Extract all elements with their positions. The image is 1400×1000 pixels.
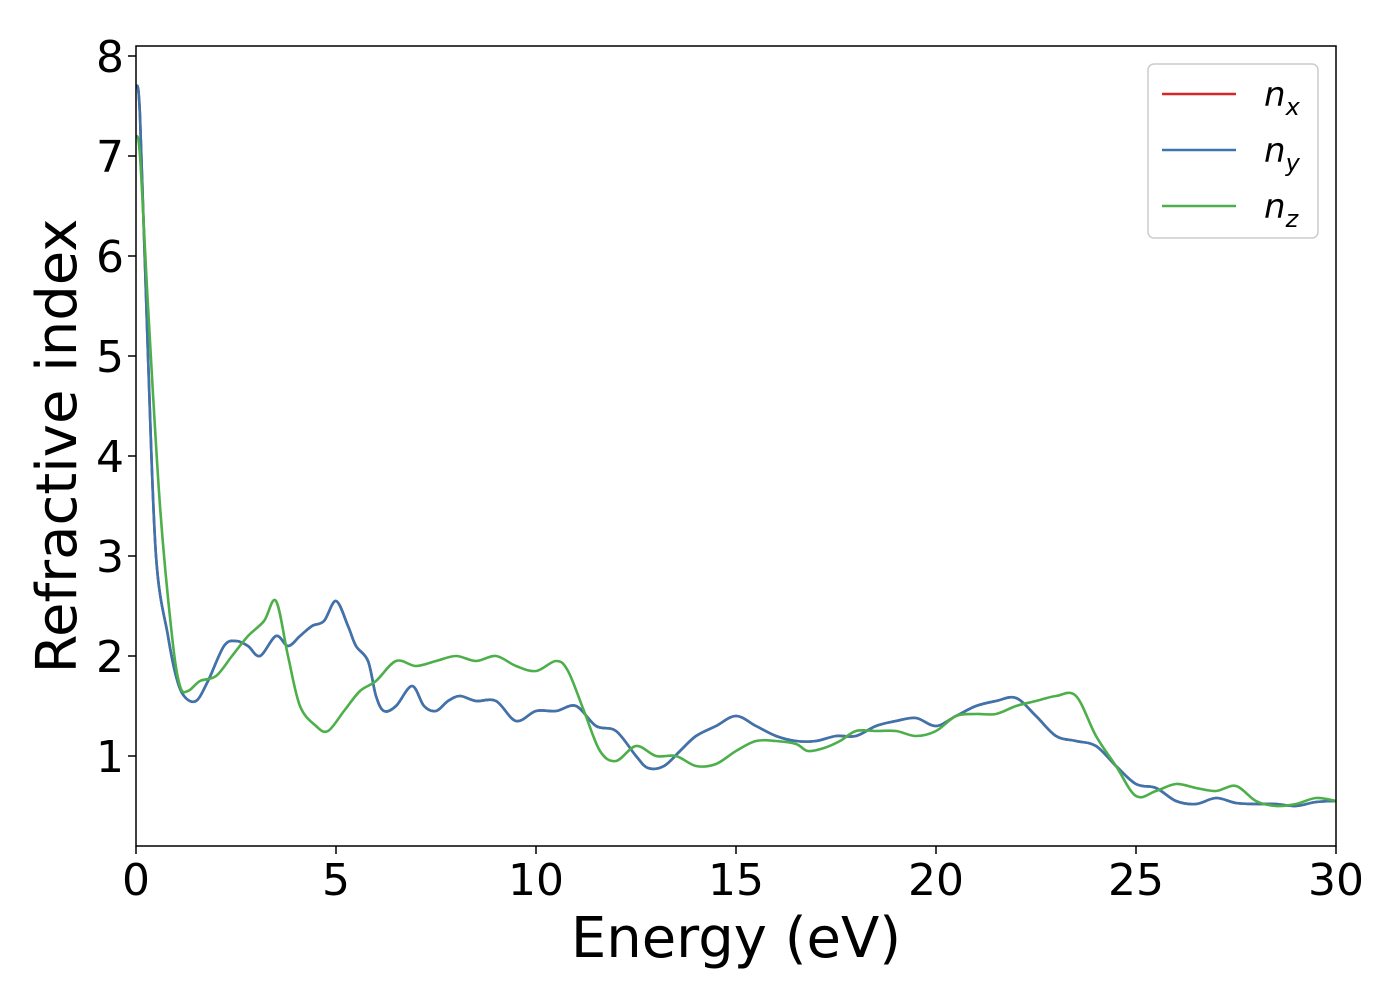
series-line-ny [136, 84, 1336, 808]
x-tick-label: 20 [908, 855, 964, 906]
x-tick-label: 15 [708, 855, 764, 906]
y-tick-label: 8 [96, 32, 124, 83]
legend-label-nz: nz [1264, 187, 1300, 233]
y-tick-label: 4 [96, 432, 124, 483]
y-tick-label: 6 [96, 232, 124, 283]
series-line-nz [136, 134, 1336, 808]
y-tick-label: 5 [96, 332, 124, 383]
legend: nx ny nz [1147, 63, 1319, 239]
y-tick-label: 1 [96, 732, 124, 783]
x-tick-label: 30 [1308, 855, 1364, 906]
x-tick-label: 10 [508, 855, 564, 906]
x-tick-label: 25 [1108, 855, 1164, 906]
y-tick-label: 7 [96, 132, 124, 183]
legend-label-ny: ny [1264, 131, 1301, 177]
y-axis-label: Refractive index [25, 219, 90, 674]
y-tick-label: 2 [96, 632, 124, 683]
x-axis-label: Energy (eV) [571, 906, 901, 971]
legend-label-nx: nx [1264, 75, 1301, 121]
x-tick-label: 5 [322, 855, 350, 906]
x-axis-ticks: 0 5 10 15 20 25 30 [122, 846, 1364, 906]
x-tick-label: 0 [122, 855, 150, 906]
y-axis-ticks: 1 2 3 4 5 6 7 8 [96, 32, 136, 783]
series-layer [136, 84, 1336, 808]
y-tick-label: 3 [96, 532, 124, 583]
